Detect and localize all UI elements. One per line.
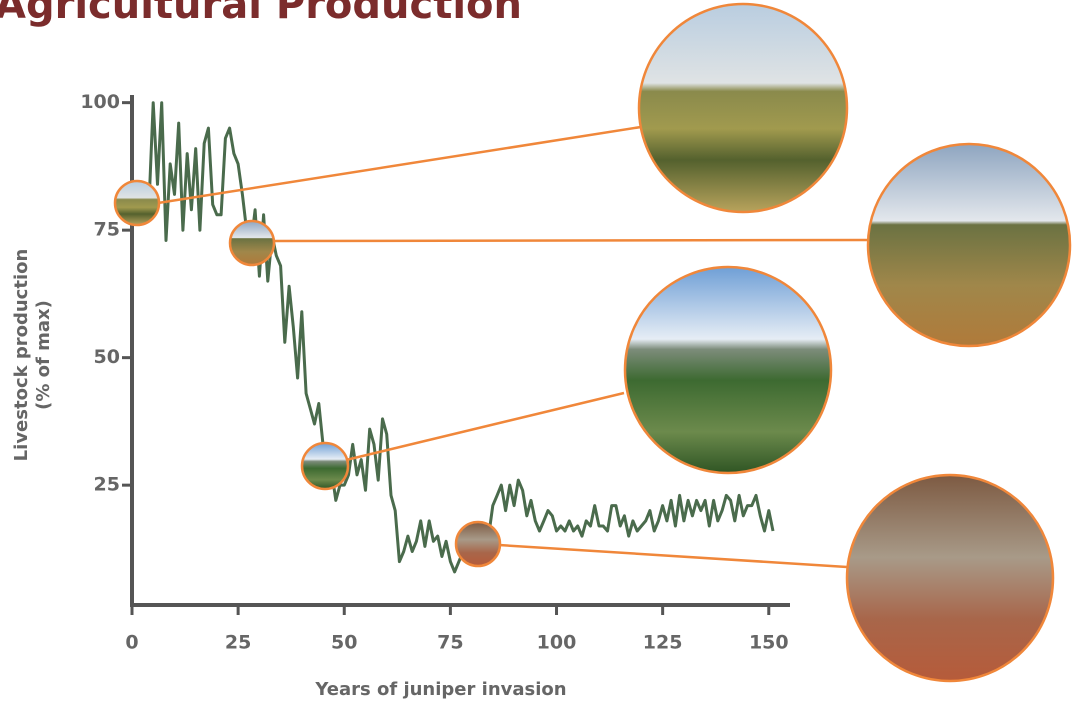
x-tick-label: 100 bbox=[537, 632, 577, 654]
x-tick-label: 0 bbox=[125, 632, 138, 654]
photo bbox=[845, 473, 1055, 683]
x-tick-label: 25 bbox=[225, 632, 251, 654]
photo-thumb bbox=[300, 441, 350, 491]
connector bbox=[345, 391, 625, 462]
y-axis-label: (% of max) bbox=[33, 300, 54, 410]
x-tick-label: 125 bbox=[643, 632, 683, 654]
x-tick-label: 50 bbox=[331, 632, 357, 654]
x-axis-label: Years of juniper invasion bbox=[314, 679, 566, 700]
connector bbox=[157, 125, 642, 205]
photo bbox=[866, 142, 1072, 348]
y-tick-label: 100 bbox=[80, 91, 120, 113]
x-tick-label: 150 bbox=[749, 632, 789, 654]
y-axis-label: Livestock production bbox=[11, 249, 32, 462]
y-tick-label: 50 bbox=[94, 346, 120, 368]
photo-thumb bbox=[454, 520, 502, 568]
connector bbox=[498, 543, 848, 569]
photo bbox=[637, 2, 849, 214]
photo-thumb bbox=[113, 179, 161, 227]
photo bbox=[623, 265, 833, 475]
y-tick-label: 25 bbox=[94, 474, 120, 496]
x-tick-label: 75 bbox=[437, 632, 463, 654]
callouts bbox=[113, 2, 1072, 683]
connector bbox=[273, 238, 869, 243]
photo-thumb bbox=[228, 219, 276, 267]
chart-title: Agricultural Production bbox=[0, 0, 522, 28]
y-tick-label: 75 bbox=[94, 219, 120, 241]
